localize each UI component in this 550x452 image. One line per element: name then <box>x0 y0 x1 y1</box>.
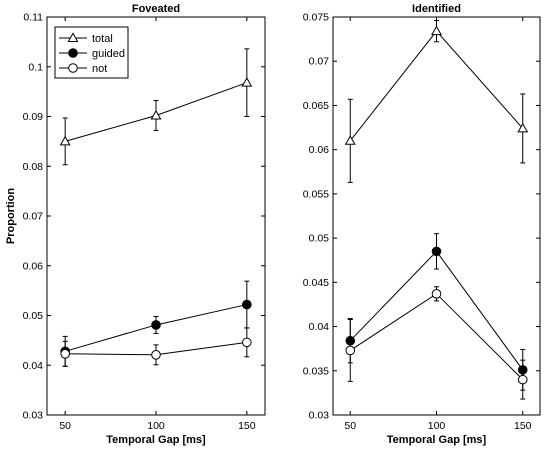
y-tick-label: 0.035 <box>303 365 329 377</box>
y-tick-label: 0.055 <box>303 188 329 200</box>
y-tick-label: 0.03 <box>23 410 44 422</box>
series-not-point <box>431 289 442 299</box>
series-not-point <box>151 350 161 360</box>
legend-label-guided: guided <box>92 48 125 60</box>
legend-total-point <box>67 32 79 42</box>
legend: total guided not <box>54 26 129 79</box>
chart-panel-2: 0.03 0.035 0.04 0.045 0.05 0.055 0.06 0.065 0.07… <box>303 3 541 446</box>
series-total <box>344 20 529 183</box>
x-tick-label: 100 <box>147 420 165 432</box>
y-axis-label: Proportion <box>5 188 17 244</box>
plot-frame <box>332 16 541 416</box>
legend-not-point <box>68 63 78 73</box>
y-tick-label: 0.075 <box>303 12 329 24</box>
y-tick-label: 0.07 <box>23 211 44 223</box>
y-tick-label: 0.05 <box>23 310 44 322</box>
series-total-point <box>59 135 71 146</box>
y-tick-label: 0.09 <box>23 111 44 123</box>
x-tick-label: 100 <box>428 420 446 432</box>
x-tick-label: 150 <box>514 420 532 432</box>
series-total-point <box>241 77 253 87</box>
y-tick-label: 0.1 <box>28 61 43 73</box>
y-tick-label: 0.05 <box>309 233 330 245</box>
y-tick-label: 0.07 <box>309 56 330 68</box>
chart-title: Identified <box>412 3 461 15</box>
legend-label-total: total <box>92 33 113 45</box>
legend-guided-point <box>68 48 78 58</box>
y-tick-label: 0.04 <box>23 360 44 372</box>
series-total <box>59 48 253 166</box>
series-guided-point <box>242 299 252 310</box>
series-total-point <box>431 25 442 36</box>
y-tick-label: 0.11 <box>23 12 43 24</box>
series-guided-point <box>431 246 442 257</box>
series-not-point <box>242 337 252 348</box>
x-tick-label: 150 <box>238 420 256 432</box>
series-not-point <box>345 345 356 356</box>
series-not-point <box>60 349 70 359</box>
y-tick-label: 0.065 <box>303 100 329 112</box>
x-tick-label: 50 <box>59 420 71 432</box>
series-guided-point <box>151 320 161 330</box>
series-line <box>349 30 524 142</box>
x-tick-label: 50 <box>344 420 356 432</box>
y-tick-label: 0.08 <box>23 161 44 173</box>
chart-panel-1: 0.03 0.04 0.05 0.06 0.07 0.08 0.09 0.1 0.11 50 100… <box>5 3 266 446</box>
series-total-point <box>344 135 356 145</box>
legend-label-not: not <box>92 63 107 75</box>
series-not <box>345 286 528 400</box>
y-tick-label: 0.06 <box>309 144 330 156</box>
x-axis-label: Temporal Gap [ms] <box>387 434 487 446</box>
chart-title: Foveated <box>132 3 180 15</box>
y-tick-label: 0.045 <box>303 277 329 289</box>
y-tick-label: 0.06 <box>23 260 44 272</box>
x-axis-label: Temporal Gap [ms] <box>106 434 206 446</box>
y-tick-label: 0.04 <box>309 321 330 333</box>
series-total-point <box>517 122 529 133</box>
y-tick-label: 0.03 <box>309 410 330 422</box>
series-not-point <box>517 374 528 385</box>
series-line <box>349 293 524 380</box>
series-not <box>60 327 252 367</box>
series-total-point <box>150 109 162 120</box>
series-guided <box>345 233 528 391</box>
